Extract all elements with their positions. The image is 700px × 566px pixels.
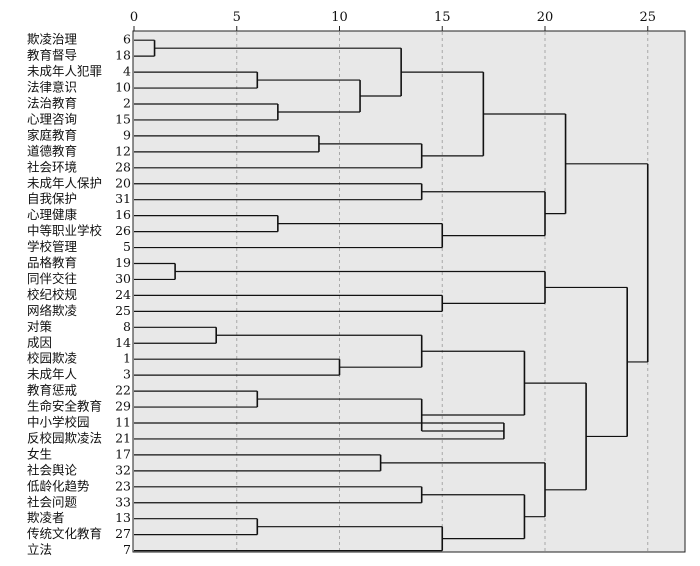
x-tick-label: 5 — [233, 10, 241, 25]
leaf-label: 法治教育 — [27, 96, 77, 111]
leaf-id: 9 — [123, 127, 131, 142]
leaf-id: 31 — [115, 191, 131, 206]
leaf-id: 20 — [115, 175, 131, 190]
leaf-label: 低龄化趋势 — [27, 478, 90, 493]
leaf-id: 4 — [123, 64, 131, 79]
leaf-id: 18 — [115, 48, 131, 63]
leaf-label: 未成年人保护 — [27, 175, 102, 190]
leaf-id: 16 — [115, 207, 131, 222]
leaf-id: 14 — [115, 335, 131, 350]
leaf-label: 欺凌者 — [27, 510, 65, 525]
leaf-id: 10 — [115, 80, 131, 95]
leaf-label: 女生 — [27, 446, 52, 461]
leaf-label: 校园欺凌 — [27, 351, 78, 366]
leaf-label: 社会舆论 — [27, 462, 78, 477]
leaf-label: 对策 — [27, 319, 53, 334]
leaf-id: 8 — [123, 319, 131, 334]
leaf-label: 心理健康 — [27, 207, 78, 222]
leaf-label: 网络欺凌 — [27, 303, 78, 318]
leaf-label: 心理咨询 — [27, 111, 77, 126]
leaf-label: 教育督导 — [27, 48, 77, 63]
leaf-label: 未成年人 — [27, 367, 78, 382]
leaf-id: 13 — [115, 510, 131, 525]
x-tick-label: 0 — [130, 10, 138, 25]
leaf-label: 学校管理 — [27, 239, 78, 254]
leaf-label: 社会问题 — [27, 494, 78, 509]
leaf-label: 成因 — [27, 335, 52, 350]
leaf-id: 2 — [123, 96, 131, 111]
leaf-id: 26 — [115, 223, 131, 238]
leaf-id: 30 — [115, 271, 131, 286]
x-axis: 0 5 10 15 20 25 — [130, 10, 656, 31]
leaf-label: 传统文化教育 — [27, 526, 102, 541]
leaf-id: 22 — [115, 383, 131, 398]
leaf-id: 24 — [115, 287, 131, 302]
leaf-label: 法律意识 — [27, 80, 77, 95]
leaf-label: 立法 — [27, 542, 52, 557]
leaf-id: 27 — [115, 526, 131, 541]
leaf-id: 23 — [115, 478, 131, 493]
dendrogram-links — [134, 39, 649, 552]
leaf-id: 28 — [115, 159, 131, 174]
leaf-label: 社会环境 — [27, 159, 77, 174]
leaf-id: 11 — [115, 415, 131, 430]
x-tick-label: 25 — [639, 10, 656, 25]
x-tick-label: 20 — [537, 10, 554, 25]
leaf-id: 19 — [115, 255, 131, 270]
leaf-label: 中等职业学校 — [27, 223, 103, 238]
leaf-label: 教育惩戒 — [27, 383, 78, 398]
leaf-id: 3 — [123, 367, 131, 382]
leaf-id: 32 — [115, 462, 131, 477]
x-tick-label: 15 — [434, 10, 451, 25]
leaf-id: 33 — [115, 494, 131, 509]
leaf-id: 29 — [115, 399, 131, 414]
x-tick-label: 10 — [331, 10, 348, 25]
leaf-label: 未成年人犯罪 — [27, 64, 102, 79]
leaf-id: 17 — [115, 446, 131, 461]
leaf-label: 同伴交往 — [27, 271, 77, 286]
leaf-label: 中小学校园 — [27, 415, 90, 430]
leaf-label: 欺凌治理 — [27, 32, 78, 47]
leaf-label: 反校园欺凌法 — [27, 430, 102, 445]
leaf-id: 12 — [115, 143, 131, 158]
leaf-label: 品格教育 — [27, 255, 77, 270]
leaf-label: 自我保护 — [27, 191, 77, 206]
leaf-id: 15 — [115, 111, 131, 126]
leaf-label: 生命安全教育 — [27, 399, 102, 414]
leaf-id: 1 — [123, 351, 131, 366]
leaf-id: 25 — [115, 303, 131, 318]
leaf-label: 校纪校规 — [27, 287, 77, 302]
plot-area — [132, 30, 686, 553]
leaf-label: 道德教育 — [27, 143, 77, 158]
leaf-id: 21 — [115, 430, 131, 445]
leaf-id: 6 — [123, 32, 131, 47]
leaf-label: 家庭教育 — [27, 127, 77, 142]
leaf-id: 7 — [123, 542, 131, 557]
leaf-id: 5 — [123, 239, 131, 254]
